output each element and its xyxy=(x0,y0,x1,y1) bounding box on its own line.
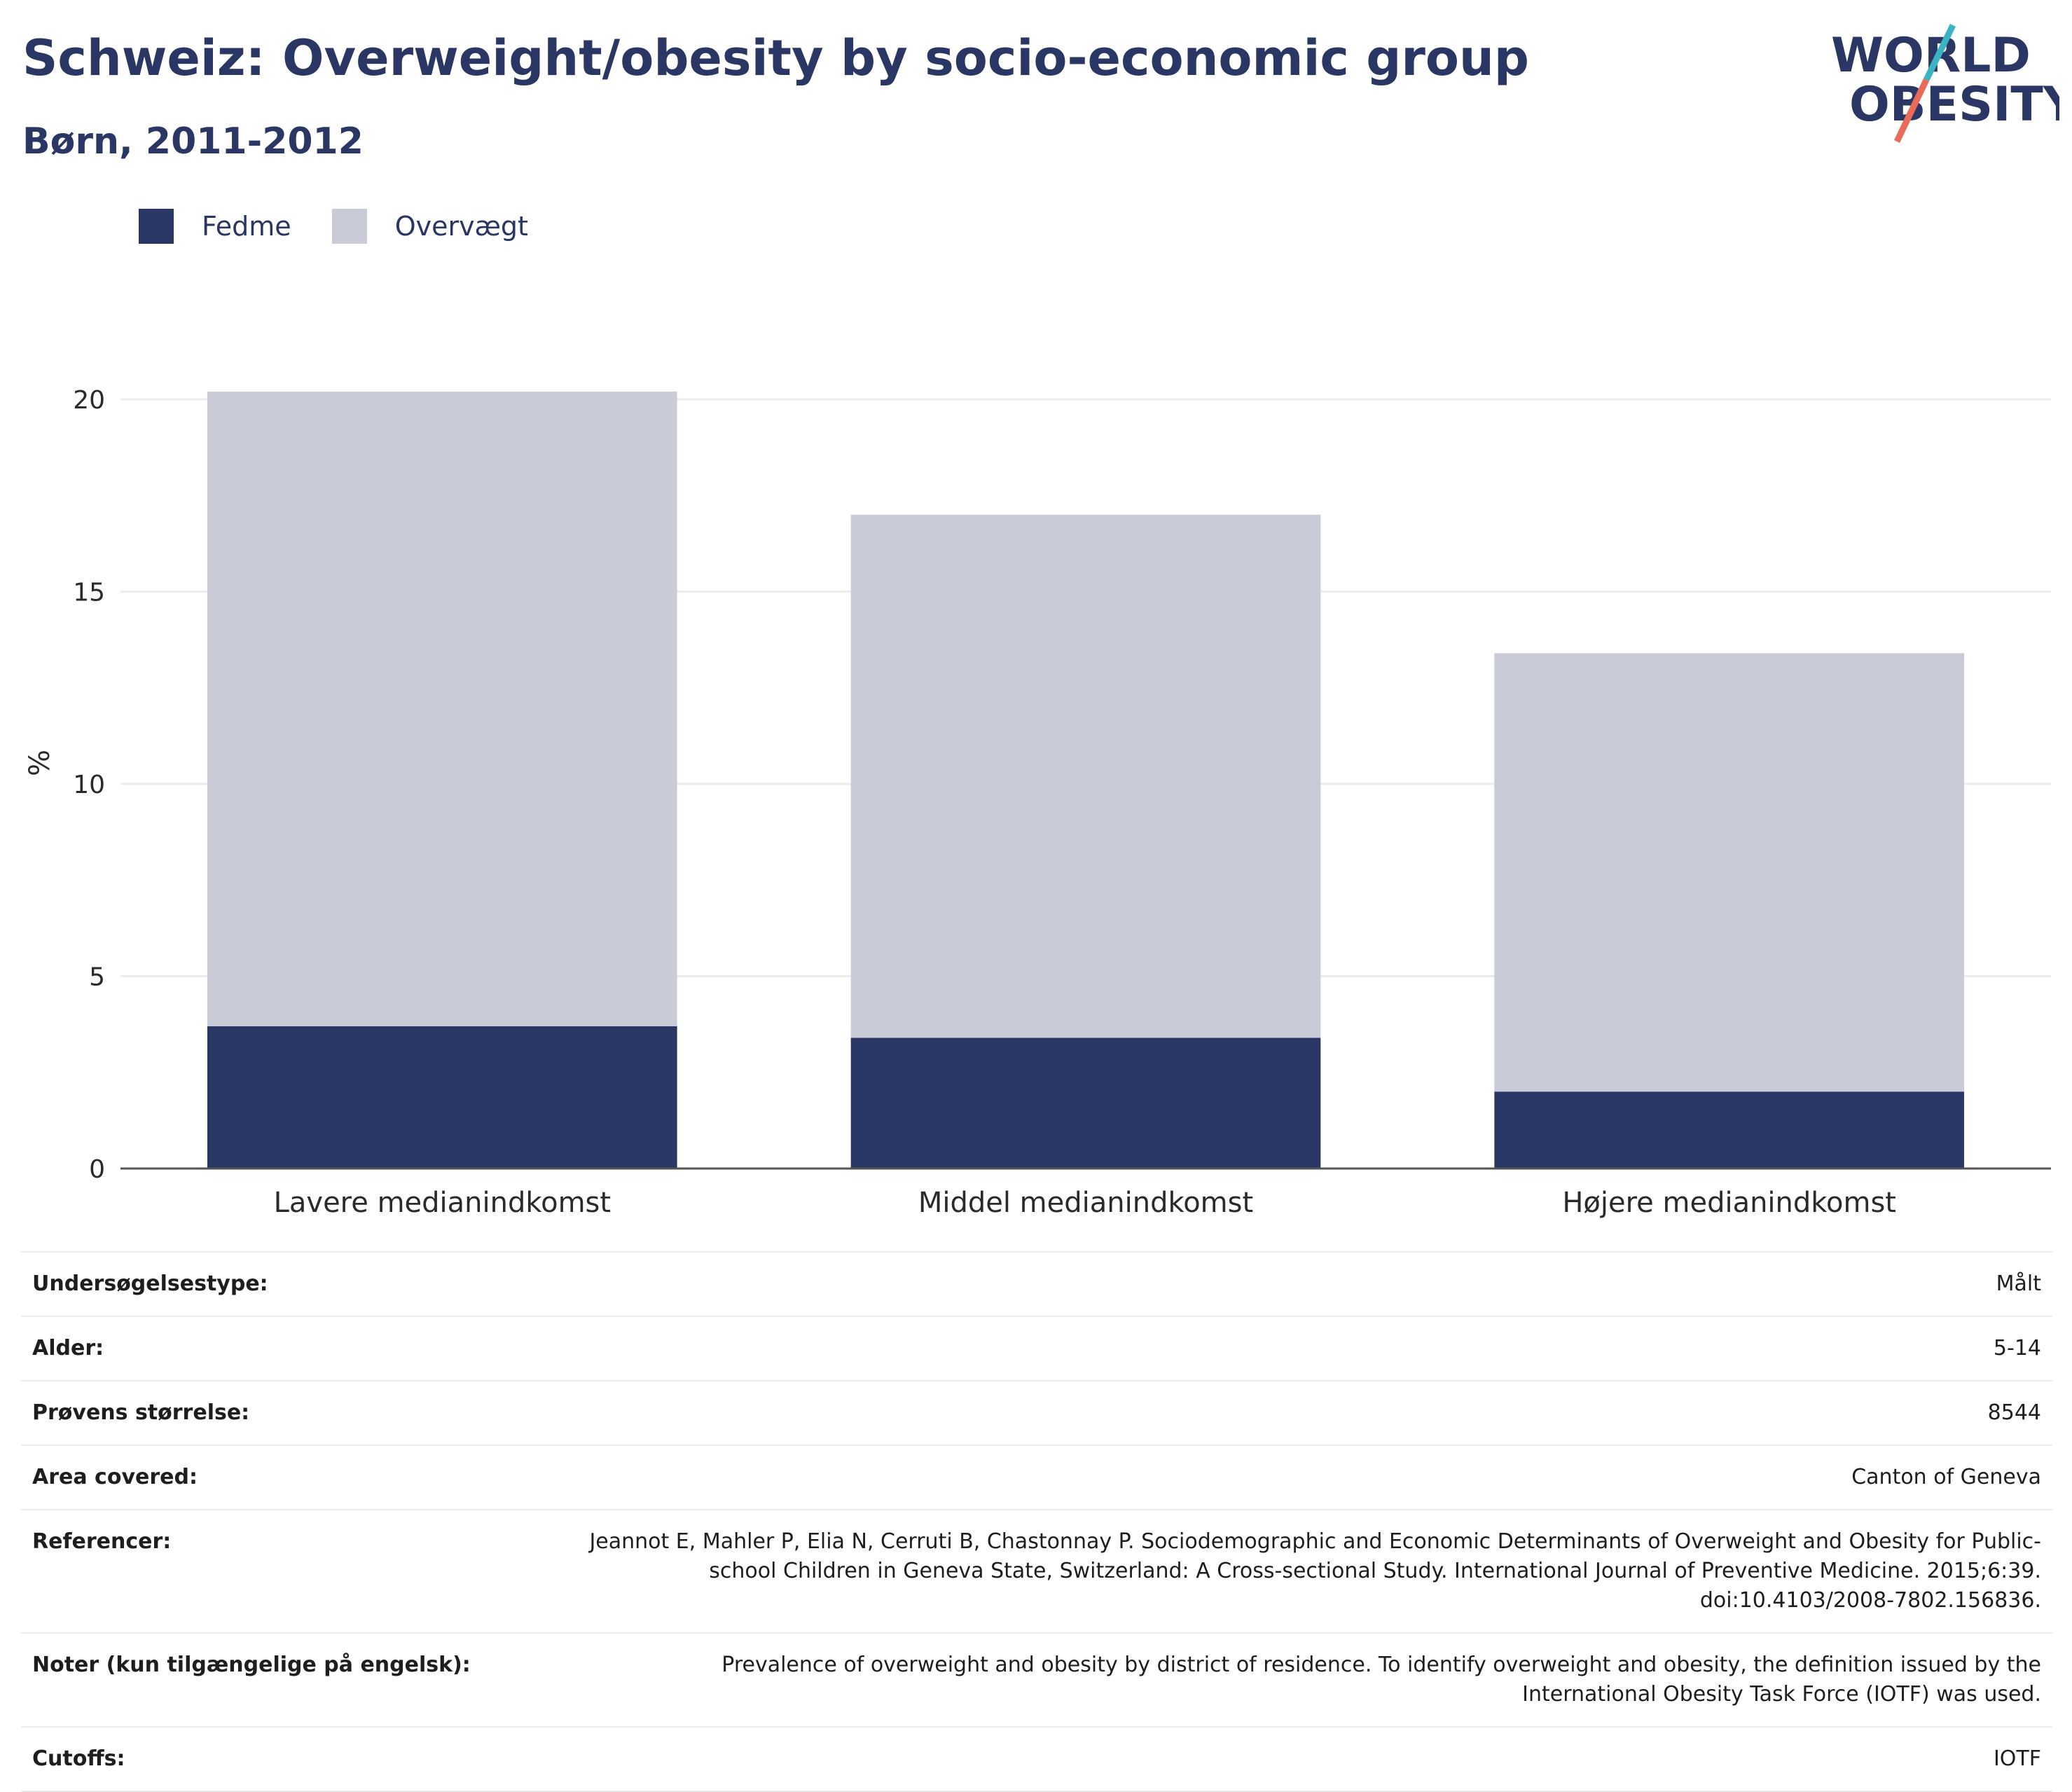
meta-row: Referencer: Jeannot E, Mahler P, Elia N, … xyxy=(21,1510,2052,1633)
world-obesity-logo: WORLD OBESITY xyxy=(1831,24,2059,143)
meta-row: Prøvens størrelse: 8544 xyxy=(21,1381,2052,1445)
x-tick-label: Højere medianindkomst xyxy=(1562,1187,1896,1219)
meta-row: Cutoffs: IOTF xyxy=(21,1727,2052,1791)
meta-value: Prevalence of overweight and obesity by … xyxy=(721,1653,2041,1707)
bar-chart: 0 5 10 15 20% Lavere medianindkomst Middel med… xyxy=(24,386,2051,1219)
meta-row: Noter (kun tilgængelige på engelsk): Prev… xyxy=(21,1633,2052,1727)
legend-swatch-fedme xyxy=(139,209,174,244)
y-tick-label: 5 xyxy=(89,963,105,992)
chart-title: Schweiz: Overweight/obesity by socio-eco… xyxy=(22,29,1529,87)
bar-fedme-1 xyxy=(850,1038,1321,1169)
y-tick-label: 20 xyxy=(73,386,105,415)
survey-metadata-table: Undersøgelsestype: Målt Alder: 5-14 Prøvens … xyxy=(21,1251,2052,1792)
meta-key: Undersøgelsestype: xyxy=(32,1271,268,1296)
meta-value: Canton of Geneva xyxy=(1851,1465,2041,1489)
bar-overvaegt-2 xyxy=(1494,653,1964,1092)
meta-value: Jeannot E, Mahler P, Elia N, Cerruti B, … xyxy=(589,1529,2041,1613)
meta-key: Cutoffs: xyxy=(32,1746,125,1771)
meta-key: Noter (kun tilgængelige på engelsk): xyxy=(32,1653,471,1677)
legend-swatch-overvaegt xyxy=(331,209,367,244)
legend-item-fedme[interactable]: Fedme xyxy=(139,209,291,244)
y-axis-label: % xyxy=(24,750,56,776)
meta-value: 5-14 xyxy=(1993,1336,2041,1360)
logo-slash-coral xyxy=(1893,78,1930,143)
x-tick-label: Lavere medianindkomst xyxy=(274,1187,611,1219)
bar-overvaegt-1 xyxy=(850,514,1321,1038)
logo-slash-teal xyxy=(1923,24,1956,81)
x-tick-label: Middel medianindkomst xyxy=(918,1187,1253,1219)
meta-value: Målt xyxy=(1996,1271,2041,1296)
meta-key: Prøvens størrelse: xyxy=(32,1400,250,1425)
logo-line2: OBESITY xyxy=(1849,77,2059,132)
meta-key: Alder: xyxy=(32,1336,104,1360)
legend-item-overvaegt[interactable]: Overvægt xyxy=(331,209,528,244)
y-tick-label: 10 xyxy=(73,771,105,799)
chart-legend: Fedme Overvægt xyxy=(139,207,569,245)
legend-label-fedme: Fedme xyxy=(202,211,291,242)
meta-row: Undersøgelsestype: Målt xyxy=(21,1252,2052,1316)
meta-key: Referencer: xyxy=(32,1529,172,1554)
bar-fedme-0 xyxy=(207,1026,677,1169)
meta-row: Alder: 5-14 xyxy=(21,1316,2052,1381)
meta-row: Area covered: Canton of Geneva xyxy=(21,1445,2052,1510)
meta-value: 8544 xyxy=(1987,1400,2041,1425)
meta-value: IOTF xyxy=(1993,1746,2041,1771)
chart-subtitle: Børn, 2011-2012 xyxy=(22,120,364,163)
y-tick-label: 15 xyxy=(73,579,105,607)
legend-label-overvaegt: Overvægt xyxy=(394,211,528,242)
meta-key: Area covered: xyxy=(32,1465,198,1489)
bar-fedme-2 xyxy=(1494,1091,1964,1169)
bar-overvaegt-0 xyxy=(207,392,677,1026)
y-tick-label: 0 xyxy=(89,1155,105,1184)
